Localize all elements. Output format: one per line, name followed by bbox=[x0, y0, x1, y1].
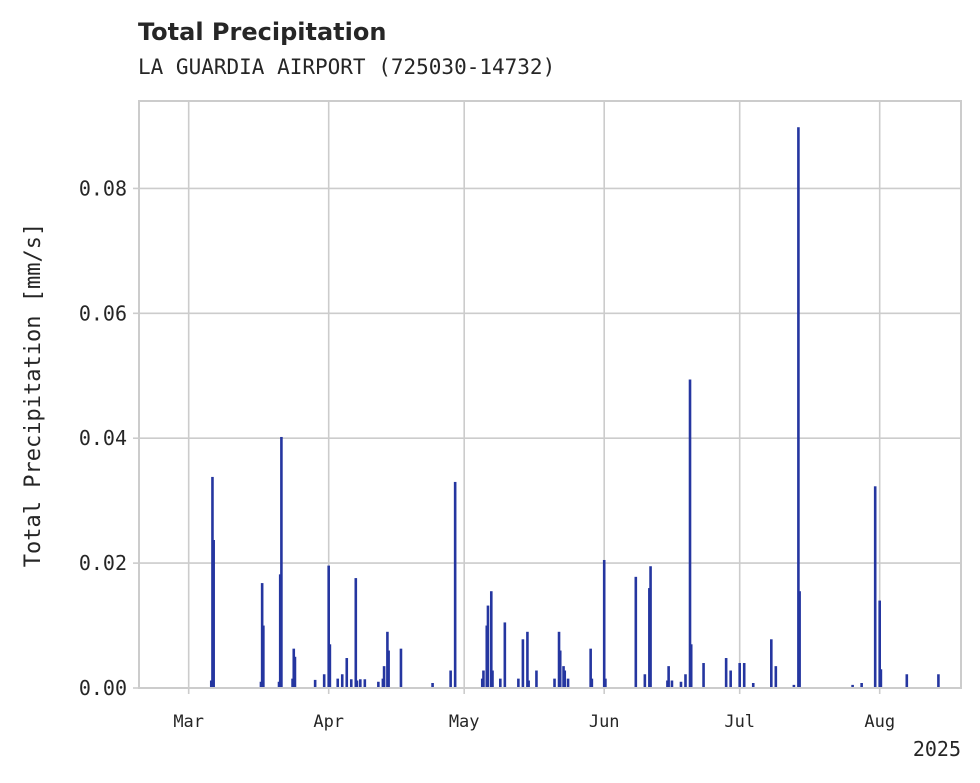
x-tick-label: Apr bbox=[313, 712, 344, 732]
y-tick-label: 0.04 bbox=[79, 426, 127, 450]
precipitation-bar bbox=[212, 540, 215, 688]
precipitation-bar bbox=[526, 631, 529, 688]
precipitation-bar bbox=[879, 669, 883, 688]
precipitation-bar bbox=[262, 625, 265, 688]
precipitation-bars bbox=[209, 127, 940, 689]
precipitation-bar bbox=[937, 674, 940, 688]
precipitation-bar bbox=[340, 674, 344, 688]
precipitation-bar bbox=[527, 680, 530, 688]
precipitation-bar bbox=[792, 684, 796, 688]
precipitation-bar bbox=[751, 683, 755, 688]
precipitation-bar bbox=[860, 683, 863, 688]
precipitation-bar bbox=[349, 679, 353, 688]
precipitation-bar bbox=[905, 674, 909, 688]
precipitation-bar bbox=[553, 678, 556, 688]
precipitation-bar bbox=[770, 639, 773, 688]
precipitation-bar bbox=[878, 600, 881, 688]
precipitation-bar bbox=[873, 486, 877, 688]
precipitation-bar bbox=[535, 670, 538, 688]
precipitation-bar bbox=[684, 674, 687, 688]
y-tick-label: 0.00 bbox=[79, 676, 127, 700]
precipitation-bar bbox=[328, 644, 332, 688]
precipitation-bar bbox=[354, 578, 358, 688]
y-tick-label: 0.06 bbox=[79, 301, 127, 325]
precipitation-bar bbox=[503, 622, 507, 688]
precipitation-bar bbox=[563, 670, 567, 688]
precipitation-bar bbox=[293, 656, 297, 688]
x-tick-label: Aug bbox=[864, 712, 895, 732]
precipitation-bar bbox=[322, 674, 326, 688]
precipitation-bar bbox=[280, 436, 283, 688]
plot-frame bbox=[138, 100, 962, 689]
precipitation-bar bbox=[482, 670, 485, 688]
precipitation-bar bbox=[670, 680, 674, 688]
precipitation-bar bbox=[742, 663, 746, 688]
precipitation-bar bbox=[521, 639, 525, 688]
precipitation-bar bbox=[382, 666, 386, 688]
precipitation-bar bbox=[491, 670, 494, 688]
precipitation-bar bbox=[558, 650, 562, 688]
chart-subtitle: LA GUARDIA AIRPORT (725030-14732) bbox=[138, 55, 555, 79]
grid-lines bbox=[139, 101, 961, 689]
precipitation-bar bbox=[604, 678, 607, 688]
precipitation-bar bbox=[602, 559, 606, 688]
precipitation-bar bbox=[453, 481, 457, 688]
precipitation-bar bbox=[327, 565, 330, 688]
x-tick-label: Mar bbox=[173, 712, 204, 732]
precipitation-bar bbox=[851, 684, 854, 688]
x-tick-label: Jul bbox=[724, 712, 755, 732]
precipitation-bar bbox=[688, 379, 692, 688]
precipitation-bar bbox=[336, 678, 340, 688]
precipitation-bar bbox=[345, 658, 349, 688]
precipitation-bar bbox=[589, 648, 592, 688]
x-offset-year-label: 2025 bbox=[913, 737, 961, 761]
precipitation-bar bbox=[590, 678, 594, 688]
precipitation-bar bbox=[431, 683, 434, 688]
y-tick-label: 0.08 bbox=[79, 176, 127, 200]
precipitation-bar bbox=[679, 681, 683, 688]
precipitation-bar bbox=[774, 666, 778, 688]
precipitation-bar bbox=[313, 679, 317, 688]
precipitation-bar bbox=[643, 674, 647, 688]
precipitation-bar bbox=[486, 605, 490, 688]
precipitation-bar bbox=[489, 591, 493, 688]
y-axis-label: Total Precipitation [mm/s] bbox=[21, 223, 46, 567]
precipitation-bar bbox=[798, 591, 801, 688]
precipitation-bar bbox=[517, 678, 520, 688]
precipitation-bar bbox=[363, 679, 367, 688]
y-tick-label: 0.02 bbox=[79, 551, 127, 575]
precipitation-bar bbox=[377, 681, 380, 688]
precipitation-bar bbox=[729, 670, 732, 688]
precipitation-bar bbox=[566, 678, 570, 688]
precipitation-bar bbox=[449, 670, 452, 688]
x-axis-ticks: Mar Apr May Jun Jul Aug bbox=[173, 688, 895, 732]
precipitation-bar bbox=[724, 658, 728, 688]
precipitation-bar bbox=[689, 644, 693, 688]
precipitation-bar bbox=[702, 663, 705, 688]
precipitation-bar bbox=[649, 566, 652, 688]
precipitation-bar bbox=[399, 648, 403, 688]
precipitation-bar bbox=[355, 680, 359, 688]
precipitation-bar bbox=[359, 679, 362, 688]
precipitation-bar bbox=[634, 576, 638, 688]
precipitation-bar bbox=[499, 678, 502, 688]
chart-title: Total Precipitation bbox=[138, 18, 386, 46]
precipitation-bar bbox=[797, 127, 800, 689]
x-tick-label: Jun bbox=[589, 712, 620, 732]
precipitation-bar bbox=[387, 650, 390, 688]
y-axis-ticks: 0.00 0.02 0.04 0.06 0.08 bbox=[79, 176, 139, 700]
x-tick-label: May bbox=[449, 712, 480, 732]
precipitation-bar bbox=[667, 666, 670, 688]
precipitation-bar bbox=[738, 663, 741, 688]
